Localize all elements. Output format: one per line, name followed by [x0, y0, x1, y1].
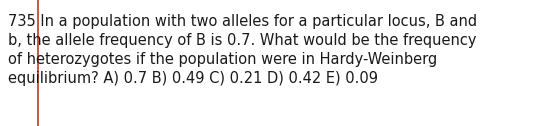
Text: 735 In a population with two alleles for a particular locus, B and
b, the allele: 735 In a population with two alleles for… — [8, 14, 477, 86]
